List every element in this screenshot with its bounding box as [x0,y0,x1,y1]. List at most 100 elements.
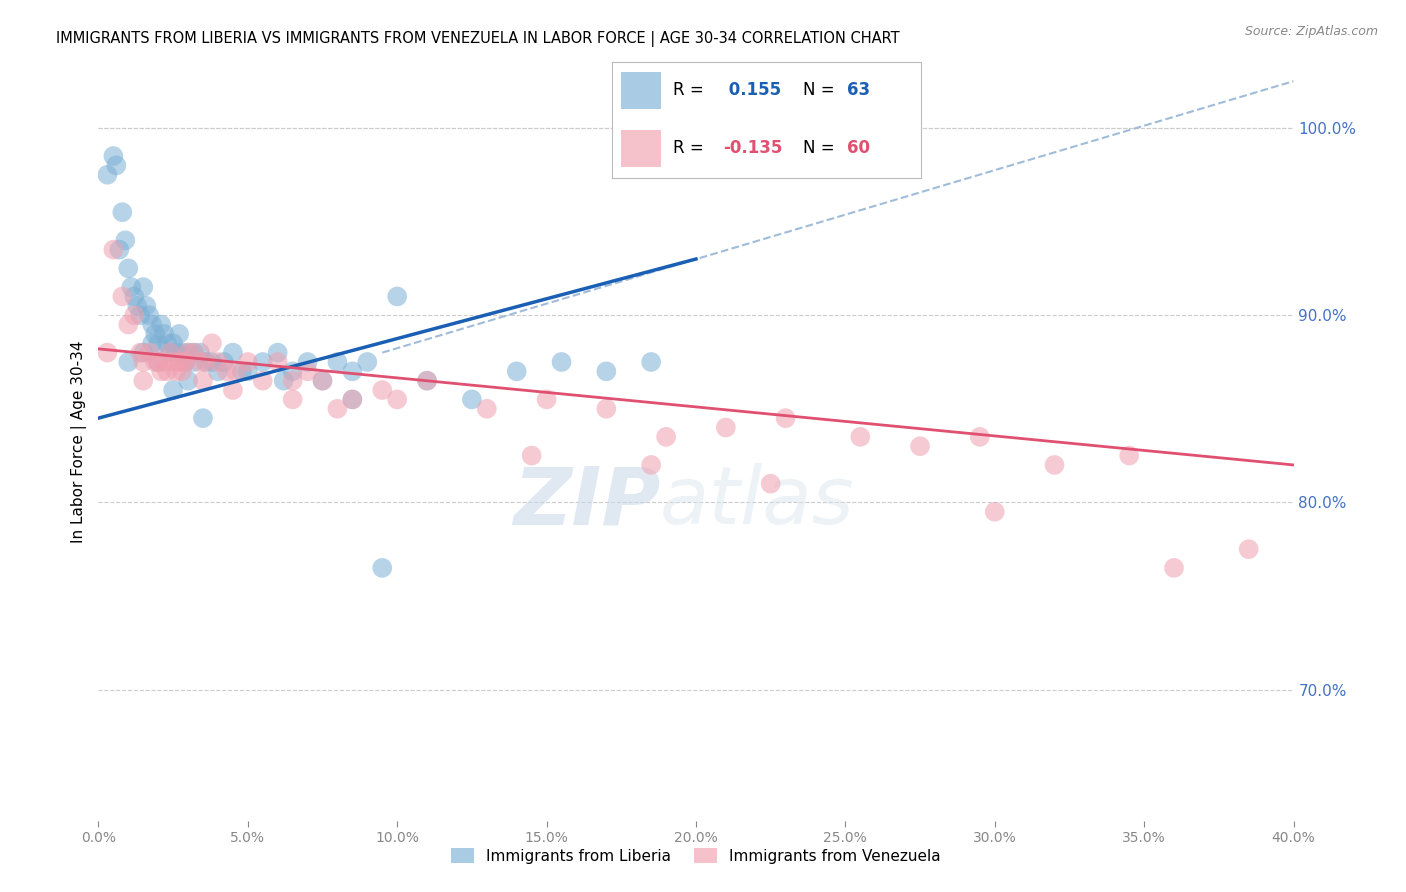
Point [207,355,229,369]
Point [267,345,290,359]
Point [297,364,319,378]
Point [117,355,139,369]
Point [162,336,184,351]
Point [201,336,224,351]
Point [117,261,139,276]
Point [117,318,139,332]
Point [165,345,187,359]
Text: atlas: atlas [661,463,855,541]
Point [655,430,678,444]
Point [640,355,662,369]
Point [132,374,155,388]
Point [172,345,194,359]
Point [311,374,333,388]
Point [96,168,118,182]
Point [150,364,173,378]
Point [172,364,194,378]
Point [103,149,125,163]
Point [132,280,155,294]
Point [1043,458,1066,472]
Point [172,355,194,369]
Point [138,308,160,322]
Text: -0.135: -0.135 [723,139,782,157]
Point [969,430,991,444]
Point [252,355,274,369]
Point [342,392,364,407]
Point [183,345,205,359]
Text: Source: ZipAtlas.com: Source: ZipAtlas.com [1244,25,1378,38]
Point [127,299,149,313]
Text: 60: 60 [846,139,870,157]
Text: R =: R = [673,81,704,99]
Point [1118,449,1140,463]
Point [177,374,200,388]
Point [849,430,872,444]
Point [156,336,179,351]
Text: IMMIGRANTS FROM LIBERIA VS IMMIGRANTS FROM VENEZUELA IN LABOR FORCE | AGE 30-34 : IMMIGRANTS FROM LIBERIA VS IMMIGRANTS FR… [56,31,900,47]
Legend: Immigrants from Liberia, Immigrants from Venezuela: Immigrants from Liberia, Immigrants from… [444,842,948,870]
Point [153,355,176,369]
Point [236,355,259,369]
Point [326,401,349,416]
Point [153,326,176,341]
Point [150,318,173,332]
Point [685,149,707,163]
Point [132,355,155,369]
Text: 0.155: 0.155 [723,81,782,99]
Point [201,355,224,369]
Point [165,364,187,378]
Point [174,355,197,369]
Point [159,345,181,359]
Point [132,345,155,359]
Point [159,345,181,359]
Point [506,364,529,378]
Point [215,364,238,378]
Point [177,345,200,359]
Point [461,392,484,407]
Point [188,355,211,369]
Point [536,392,558,407]
Point [281,374,304,388]
Point [124,289,146,303]
Point [96,345,118,359]
Point [475,401,498,416]
Point [595,364,617,378]
Point [342,392,364,407]
Point [135,299,157,313]
Point [520,449,543,463]
Point [908,439,931,453]
Point [162,355,184,369]
Point [371,561,394,575]
Point [108,243,131,257]
Point [148,336,170,351]
Point [191,411,214,425]
Bar [621,129,661,167]
Point [129,345,152,359]
Point [416,374,439,388]
Point [129,308,152,322]
Point [225,364,247,378]
Point [550,355,572,369]
Point [183,345,205,359]
Point [103,243,125,257]
Bar [621,71,661,109]
Point [273,374,295,388]
Text: R =: R = [673,139,704,157]
Point [1237,542,1260,557]
Point [148,355,170,369]
Point [759,476,782,491]
Point [281,364,304,378]
Point [212,355,235,369]
Point [236,364,259,378]
Point [124,308,146,322]
Point [183,355,205,369]
Point [141,336,163,351]
Point [311,374,333,388]
Y-axis label: In Labor Force | Age 30-34: In Labor Force | Age 30-34 [72,340,87,543]
Point [385,289,409,303]
Point [143,355,166,369]
Point [595,401,617,416]
Point [714,420,737,434]
Text: N =: N = [803,139,835,157]
Point [114,233,136,247]
